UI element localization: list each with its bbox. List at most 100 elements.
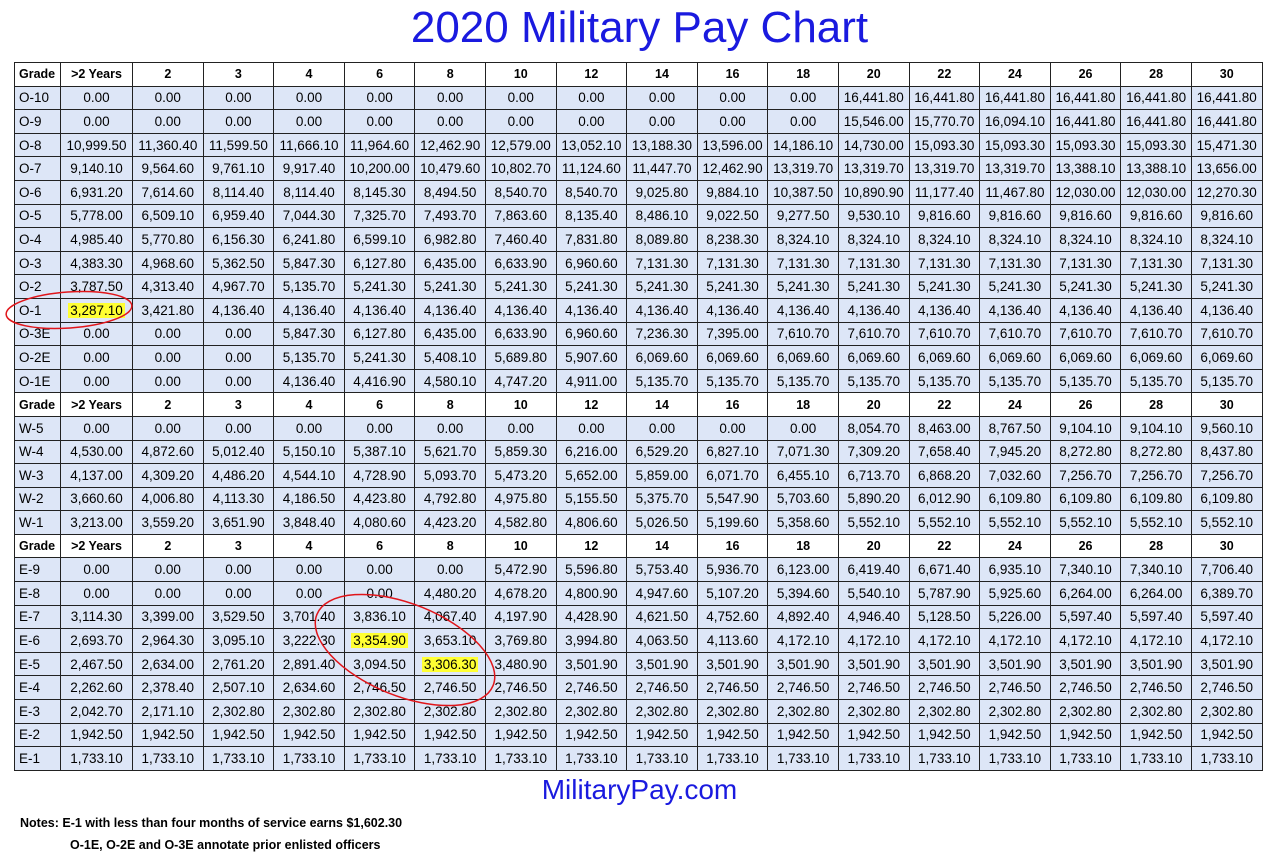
pay-cell: 16,441.80 [1049,109,1122,134]
pay-cell: 2,746.50 [555,675,628,701]
pay-cell: 9,025.80 [626,179,698,205]
pay-cell: 1,942.50 [908,722,981,748]
pay-cell: 0.00 [60,345,133,370]
pay-cell: 8,494.50 [414,179,486,205]
pay-cell: 6,960.60 [555,250,628,276]
pay-cell: 4,006.80 [132,486,204,512]
pay-cell: 2,302.80 [837,699,910,724]
pay-cell: 0.00 [626,109,698,134]
pay-cell: 6,156.30 [202,227,275,252]
pay-cell: 13,656.00 [1190,156,1263,181]
pay-cell: 10,200.00 [343,156,416,181]
pay-cell: 0.00 [414,415,486,441]
column-header: 3 [202,62,275,87]
pay-cell: 8,324.10 [1049,227,1122,252]
pay-cell: 3,848.40 [273,510,345,535]
column-header: 20 [837,533,910,559]
pay-cell: 2,746.50 [696,675,769,701]
grade-cell: O-5 [14,203,61,229]
pay-cell: 5,135.70 [273,274,345,299]
pay-cell: 1,942.50 [202,722,275,748]
pay-cell: 5,093.70 [414,463,486,488]
pay-cell: 6,069.60 [696,345,769,370]
pay-cell: 7,610.70 [837,321,910,347]
pay-cell: 1,733.10 [273,746,345,771]
pay-cell: 3,651.90 [202,510,275,535]
pay-cell: 10,890.90 [837,179,910,205]
pay-cell: 8,054.70 [837,415,910,441]
table-row: O-3E 0.00 0.00 0.00 5,847.30 6,127.80 6,435.00… [14,321,1263,347]
pay-cell: 6,069.60 [1120,345,1192,370]
column-header: 10 [484,392,557,417]
column-header: 10 [484,533,557,559]
table-row: O-4 4,985.40 5,770.80 6,156.30 6,241.80 6,599… [14,227,1263,252]
pay-cell: 5,621.70 [414,439,486,465]
pay-cell: 16,441.80 [1120,109,1192,134]
pay-cell: 2,042.70 [60,699,133,724]
column-header: Grade [14,392,61,417]
table-row: O-2E 0.00 0.00 0.00 5,135.70 5,241.30 5,408.10… [14,345,1263,370]
pay-cell: 16,441.80 [1190,85,1263,111]
column-header: Grade [14,533,61,559]
pay-cell: 7,131.30 [979,250,1051,276]
pay-cell: 4,946.40 [837,604,910,630]
pay-cell: 13,188.30 [626,132,698,158]
column-header: 22 [908,533,981,559]
column-header: >2 Years [60,533,133,559]
pay-cell: 5,135.70 [626,368,698,394]
pay-cell: 3,769.80 [484,628,557,653]
pay-cell: 4,136.40 [343,297,416,323]
pay-cell: 1,733.10 [1120,746,1192,771]
grade-cell: O-6 [14,179,61,205]
pay-cell: 2,746.50 [908,675,981,701]
pay-cell: 0.00 [484,109,557,134]
table-row: O-5 5,778.00 6,509.10 6,959.40 7,044.30 7,325… [14,203,1263,229]
grade-cell: E-4 [14,675,61,701]
grade-cell: O-9 [14,109,61,134]
pay-cell: 8,767.50 [979,415,1051,441]
pay-cell: 4,080.60 [343,510,416,535]
pay-cell: 0.00 [484,85,557,111]
pay-cell: 4,113.60 [696,628,769,653]
pay-cell: 5,241.30 [696,274,769,299]
pay-cell: 6,713.70 [837,463,910,488]
pay-cell: 0.00 [132,557,204,583]
pay-cell: 7,340.10 [1120,557,1192,583]
pay-cell: 1,733.10 [555,746,628,771]
column-header: 28 [1120,62,1192,87]
pay-cell: 6,127.80 [343,250,416,276]
pay-cell: 0.00 [202,85,275,111]
pay-cell: 3,094.50 [343,651,416,677]
pay-cell: 0.00 [60,368,133,394]
pay-cell: 5,925.60 [979,581,1051,606]
pay-cell: 3,114.30 [60,604,133,630]
table-row: E-6 2,693.70 2,964.30 3,095.10 3,222.30 3,354… [14,628,1263,653]
table-row: O-2 3,787.50 4,313.40 4,967.70 5,135.70 5,241… [14,274,1263,299]
pay-cell: 8,324.10 [767,227,839,252]
pay-cell: 0.00 [202,321,275,347]
pay-cell: 0.00 [343,109,416,134]
grade-cell: E-6 [14,628,61,653]
pay-cell: 0.00 [414,85,486,111]
grade-cell: O-1 [14,297,61,323]
pay-cell: 7,610.70 [908,321,981,347]
pay-cell: 1,733.10 [60,746,133,771]
pay-cell: 12,030.00 [1120,179,1192,205]
pay-cell: 3,501.90 [767,651,839,677]
pay-cell: 5,394.60 [767,581,839,606]
column-header: 22 [908,392,981,417]
pay-cell: 0.00 [555,415,628,441]
pay-cell: 7,131.30 [837,250,910,276]
pay-cell: 4,747.20 [484,368,557,394]
pay-cell: 5,135.70 [979,368,1051,394]
pay-cell: 7,256.70 [1049,463,1122,488]
pay-cell: 7,614.60 [132,179,204,205]
pay-cell: 4,530.00 [60,439,133,465]
pay-cell: 5,241.30 [767,274,839,299]
pay-cell: 4,136.40 [414,297,486,323]
pay-cell: 16,441.80 [837,85,910,111]
pay-cell: 5,408.10 [414,345,486,370]
pay-cell: 3,787.50 [60,274,133,299]
pay-cell: 5,241.30 [908,274,981,299]
table-row: O-8 10,999.50 11,360.40 11,599.50 11,666.10 1… [14,132,1263,158]
